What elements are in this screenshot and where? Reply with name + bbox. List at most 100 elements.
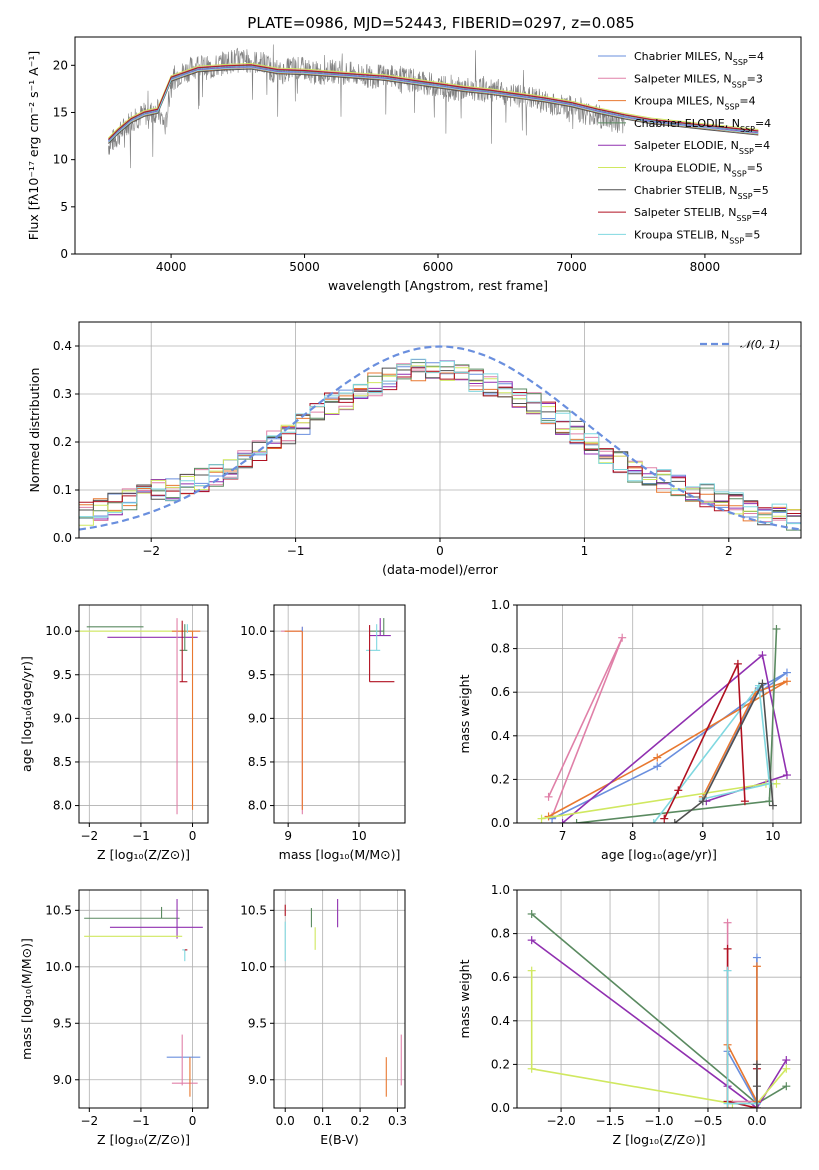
x-tick-label: 4000: [156, 260, 187, 274]
chart-age-vs-mass: 9 10 8.0 8.5 9.0 9.5 10.0 mass [log₁₀(M/M⊙)]: [240, 604, 406, 862]
y-tick-label: 9.0: [248, 711, 267, 725]
legend-label: Chabrier ELODIE, NSSP=4: [634, 117, 771, 133]
x-tick-label: −2: [142, 544, 160, 558]
plot-area: [527, 909, 791, 1108]
weight-line: [653, 683, 771, 823]
y-tick-label: 1.0: [491, 883, 510, 897]
legend-label: Chabrier MILES, NSSP=4: [634, 50, 764, 67]
errorbar-point: [182, 949, 186, 962]
plus-marker: [537, 814, 546, 823]
y-axis-label: Normed distribution: [27, 368, 42, 493]
plus-marker: [670, 819, 679, 823]
x-tick-label: 0.3: [388, 1114, 407, 1128]
chart-mass-vs-Z: −2 −1 0 9.0 9.5 10.0 10.5 Z [log₁₀(Z/Z⊙)] mass […: [19, 889, 209, 1147]
spectrum-data-line: [108, 44, 626, 169]
x-tick-label: 7000: [556, 260, 587, 274]
weight-line: [726, 948, 758, 1108]
legend-label-subscript: SSP: [732, 169, 747, 178]
y-tick-label: 10.5: [240, 903, 267, 917]
y-tick-label: 10: [53, 153, 68, 167]
plus-marker: [752, 1060, 761, 1069]
y-axis-label: mass weight: [457, 674, 472, 753]
plus-marker: [527, 966, 536, 975]
plus-marker: [572, 819, 581, 823]
legend-label: Salpeter ELODIE, NSSP=4: [634, 139, 770, 156]
axes-frame: [78, 889, 209, 1109]
plus-marker: [653, 753, 662, 762]
x-axis-label: (data-model)/error: [382, 562, 499, 577]
y-tick-label: 0.2: [53, 435, 72, 449]
errorbar-point: [179, 620, 188, 683]
x-tick-label: 1: [581, 544, 589, 558]
x-tick-label: 0.0: [747, 1114, 766, 1128]
plot-area: [284, 899, 402, 1097]
x-tick-label: 0: [189, 1114, 197, 1128]
y-axis-label: Flux [fλ10⁻¹⁷ erg cm⁻² s⁻¹ A⁻¹]: [26, 51, 41, 240]
chart-residual-histogram: 𝒩(0, 1) −2 −1 0 1 2 0.0 0.1 0.2 0.3 0.4 (data-model…: [27, 321, 802, 577]
y-tick-label: 8.5: [248, 755, 267, 769]
y-tick-label: 10.0: [45, 624, 72, 638]
plus-marker: [723, 1099, 732, 1108]
x-tick-label: 0.1: [313, 1114, 332, 1128]
x-tick-label: 2: [725, 544, 733, 558]
gaussian-reference-line: [79, 345, 801, 531]
x-axis-label: wavelength [Angstrom, rest frame]: [328, 278, 548, 293]
legend-label-suffix: =5: [744, 228, 760, 241]
plus-marker: [733, 659, 742, 668]
x-axis-label: E(B-V): [320, 1132, 359, 1147]
legend-label-suffix: =5: [747, 162, 763, 175]
y-tick-label: 20: [53, 58, 68, 72]
plus-marker: [765, 779, 774, 788]
x-tick-label: 10: [765, 829, 780, 843]
y-tick-label: 9.5: [248, 668, 267, 682]
plus-marker: [752, 1082, 761, 1091]
plus-marker: [649, 819, 658, 823]
x-tick-label: −1: [132, 829, 150, 843]
plot-area: [281, 618, 395, 815]
legend-label-suffix: =4: [739, 95, 755, 108]
legend-label-subscript: SSP: [739, 147, 754, 156]
spectrum-model-line: [108, 64, 759, 140]
y-tick-label: 9.5: [53, 1016, 72, 1030]
legend-label-subscript: SSP: [738, 191, 753, 200]
plus-marker: [782, 1082, 791, 1091]
x-tick-label: 9: [699, 829, 707, 843]
plus-marker: [758, 679, 767, 688]
legend-label-subscript: SSP: [732, 80, 747, 89]
y-tick-label: 10.0: [240, 960, 267, 974]
errorbar-point: [281, 626, 303, 815]
plus-marker: [772, 624, 781, 633]
x-tick-label: −2.0: [546, 1114, 575, 1128]
y-tick-label: 0.0: [491, 816, 510, 830]
axes-frame: [273, 889, 406, 1109]
y-tick-label: 5: [60, 200, 68, 214]
plot-area: [108, 44, 759, 169]
legend-label: Chabrier STELIB, NSSP=5: [634, 184, 769, 201]
plus-marker: [752, 962, 761, 971]
plus-marker: [758, 651, 767, 660]
y-tick-label: 0.4: [491, 729, 510, 743]
x-tick-label: 8000: [690, 260, 721, 274]
y-tick-label: 0.2: [491, 772, 510, 786]
y-tick-label: 8.0: [248, 799, 267, 813]
plus-marker: [782, 771, 791, 780]
y-axis-label: age [log₁₀(age/yr)]: [19, 656, 34, 772]
y-tick-label: 0.8: [491, 927, 510, 941]
y-tick-label: 9.5: [248, 1016, 267, 1030]
errorbar-point: [284, 630, 303, 810]
spectrum-model-line: [108, 68, 759, 144]
y-tick-label: 0.6: [491, 685, 510, 699]
plot-area: [84, 899, 203, 1097]
legend-label-suffix: =4: [754, 139, 770, 152]
y-tick-label: 9.0: [248, 1073, 267, 1087]
y-tick-label: 9.5: [53, 668, 72, 682]
x-tick-label: −1: [287, 544, 305, 558]
weight-line: [663, 663, 746, 819]
errorbar-point: [366, 624, 381, 651]
chart-age-vs-Z: −2 −1 0 8.0 8.5 9.0 9.5 10.0 Z [log₁₀(Z/Z⊙)] age …: [19, 604, 209, 862]
legend-label: Salpeter STELIB, NSSP=4: [634, 206, 768, 223]
plus-marker: [782, 1056, 791, 1065]
y-tick-label: 15: [53, 105, 68, 119]
x-tick-label: 0.2: [351, 1114, 370, 1128]
y-tick-label: 10.0: [45, 960, 72, 974]
